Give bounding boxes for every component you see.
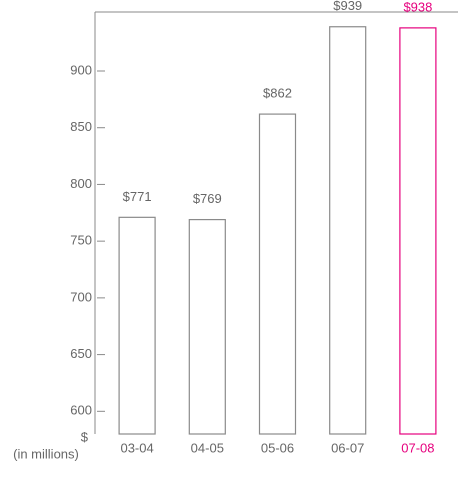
bar (258, 113, 297, 435)
bar (399, 27, 437, 435)
y-tick-label: 650 (70, 346, 92, 361)
y-axis-label: $ (81, 429, 89, 444)
value-label: $938 (403, 0, 432, 14)
y-tick-label: 850 (70, 119, 92, 134)
y-tick-label: 800 (70, 176, 92, 191)
y-tick-label: 750 (70, 233, 92, 248)
bar (329, 26, 367, 435)
value-label: $771 (123, 189, 152, 204)
value-label: $862 (263, 86, 292, 101)
value-label: $769 (193, 191, 222, 206)
x-tick-label: 05-06 (261, 440, 294, 455)
value-label: $939 (333, 0, 362, 13)
y-tick-label: 900 (70, 62, 92, 77)
bar (118, 216, 156, 435)
x-tick-label: 06-07 (331, 440, 364, 455)
x-tick-label: 04-05 (191, 440, 224, 455)
x-tick-label: 07-08 (401, 440, 434, 455)
y-axis-sublabel: (in millions) (13, 446, 79, 461)
y-tick-label: 600 (70, 403, 92, 418)
bar (188, 218, 226, 435)
x-tick-label: 03-04 (120, 440, 153, 455)
y-tick-label: 700 (70, 289, 92, 304)
